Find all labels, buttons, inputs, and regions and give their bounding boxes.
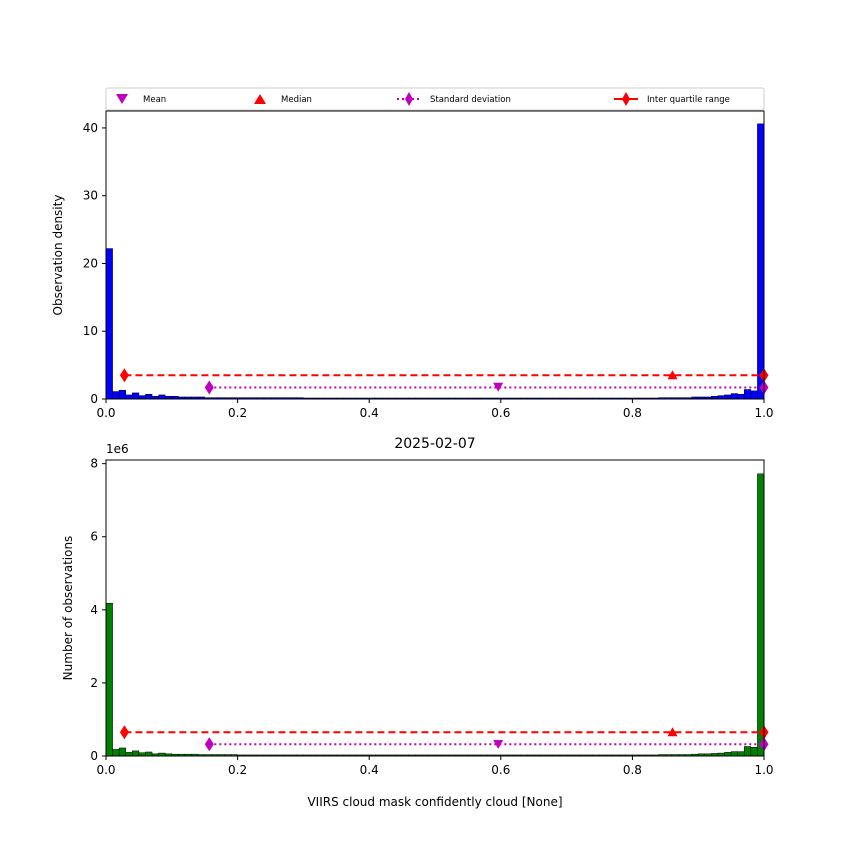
x-tick-label: 0.4: [360, 406, 379, 420]
y-tick-label: 10: [83, 324, 98, 338]
histogram-bar: [724, 394, 732, 400]
density-x-axis: 0.0 0.2 0.4 0.6 0.8 1.0: [96, 399, 774, 420]
x-tick-label: 0.2: [228, 763, 247, 777]
histogram-bar: [744, 389, 752, 400]
legend-median-marker-icon: [254, 94, 266, 104]
y-tick-label: 20: [83, 256, 98, 270]
density-y-axis: 0 10 20 30 40: [83, 121, 106, 406]
count-y-scale-label: 1e6: [106, 442, 129, 456]
histogram-bar: [744, 746, 752, 757]
density-plot-frame: [105, 110, 765, 400]
count-plot-frame: [105, 459, 765, 757]
mean-marker: [493, 382, 504, 392]
median-marker: [667, 370, 678, 380]
legend-std-marker-icon: [405, 92, 413, 106]
y-tick-label: 8: [90, 457, 98, 471]
density-stat-markers: [119, 368, 769, 395]
y-tick-label: 2: [90, 676, 98, 690]
legend: Mean Median Standard deviation Inter qua…: [105, 87, 765, 111]
histogram-bar: [730, 393, 738, 400]
x-tick-label: 0.2: [228, 406, 247, 420]
x-tick-label: 0.6: [491, 763, 510, 777]
histogram-bar: [757, 123, 765, 400]
std-start-marker: [204, 380, 214, 395]
legend-iqr-label: Inter quartile range: [647, 95, 730, 105]
histogram-bar: [737, 394, 745, 400]
x-tick-label: 0.8: [623, 406, 642, 420]
count-x-axis: 0.0 0.2 0.4 0.6 0.8 1.0: [96, 756, 774, 777]
x-tick-label: 0.8: [623, 763, 642, 777]
histogram-bar: [158, 394, 166, 400]
iqr-start-marker: [119, 368, 129, 383]
y-tick-label: 6: [90, 530, 98, 544]
y-tick-label: 40: [83, 121, 98, 135]
legend-iqr-marker-icon: [622, 92, 630, 106]
iqr-start-marker: [119, 725, 129, 740]
histogram-bar: [125, 394, 133, 400]
histogram-bar: [145, 751, 153, 757]
histogram-bar: [112, 391, 120, 400]
histogram-bar: [757, 473, 765, 757]
x-tick-label: 0.0: [96, 406, 115, 420]
legend-item-std: Standard deviation: [397, 92, 511, 106]
legend-item-mean: Mean: [116, 94, 166, 105]
mean-marker: [493, 739, 504, 749]
x-tick-label: 1.0: [754, 406, 773, 420]
count-y-axis-label: Number of observations: [61, 536, 75, 681]
y-tick-label: 0: [90, 392, 98, 406]
panel-density: 0.0 0.2 0.4 0.6 0.8 1.0 0 10 20 30 40 Observation…: [51, 110, 774, 420]
histogram-bar: [737, 751, 745, 757]
count-x-axis-label: VIIRS cloud mask confidently cloud [None…: [307, 795, 562, 809]
legend-std-label: Standard deviation: [430, 95, 511, 105]
histogram-bar: [730, 751, 738, 757]
histogram-bar: [125, 752, 133, 757]
legend-item-iqr: Inter quartile range: [614, 92, 730, 106]
histogram-bar: [717, 395, 725, 400]
std-start-marker: [204, 737, 214, 752]
x-tick-label: 1.0: [754, 763, 773, 777]
x-tick-label: 0.4: [360, 763, 379, 777]
histogram-bar: [132, 392, 140, 400]
histogram-bar: [138, 395, 146, 400]
legend-mean-label: Mean: [143, 95, 166, 105]
y-tick-label: 4: [90, 603, 98, 617]
histogram-bar: [724, 752, 732, 757]
histogram-bar: [132, 750, 140, 757]
median-marker: [667, 727, 678, 737]
density-y-axis-label: Observation density: [51, 195, 65, 316]
x-tick-label: 0.6: [491, 406, 510, 420]
chart-title: 2025-02-07: [394, 436, 475, 452]
histogram-bar: [118, 389, 126, 400]
legend-mean-marker-icon: [116, 94, 128, 104]
histogram-bar: [105, 602, 113, 757]
legend-frame: [105, 87, 765, 111]
histogram-bar: [118, 747, 126, 757]
histogram-bar: [145, 394, 153, 400]
histogram-bar: [750, 390, 758, 400]
histogram-bar: [750, 746, 758, 757]
x-tick-label: 0.0: [96, 763, 115, 777]
legend-item-median: Median: [254, 94, 312, 105]
legend-median-label: Median: [281, 95, 312, 105]
histogram-bar: [105, 248, 113, 400]
y-tick-label: 30: [83, 189, 98, 203]
y-tick-label: 0: [90, 749, 98, 763]
count-y-axis: 0 2 4 6 8: [90, 457, 106, 763]
histogram-bar: [112, 749, 120, 757]
